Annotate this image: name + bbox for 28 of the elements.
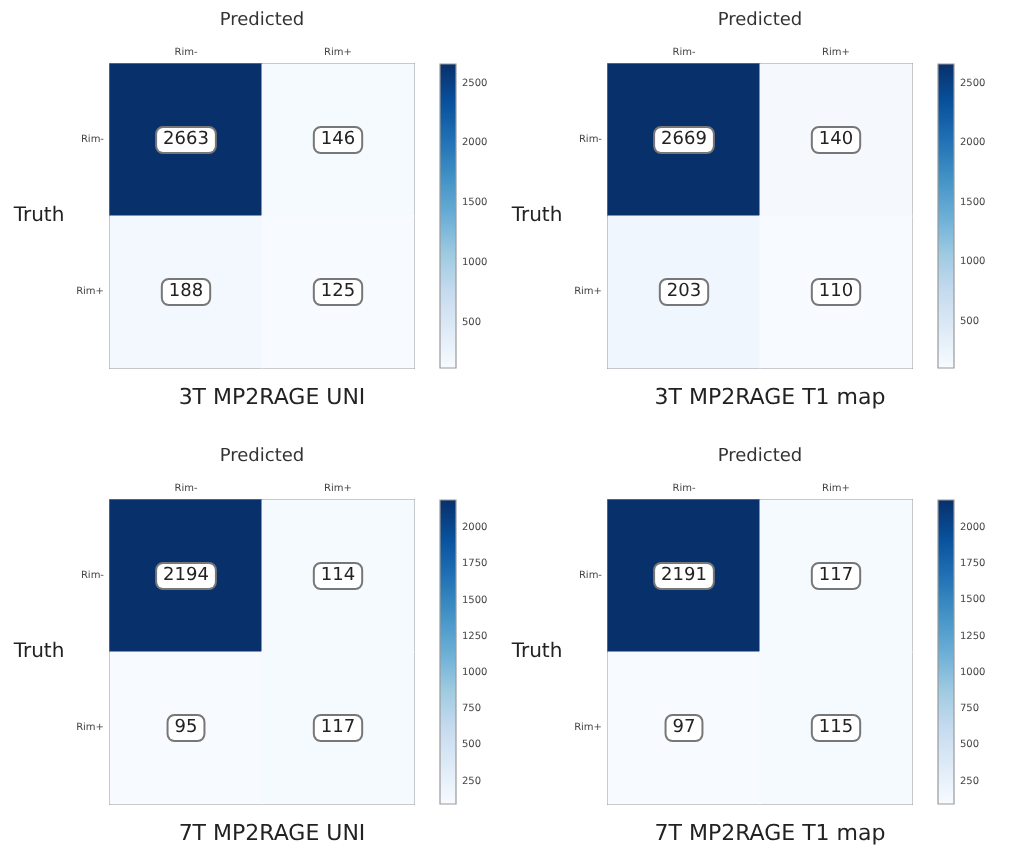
text: 3T MP2RAGE T1 map: [654, 384, 886, 410]
x-axis-title: Predicted: [717, 447, 803, 467]
y-axis-title: Truth: [509, 641, 563, 663]
data-label: 2194: [163, 566, 210, 586]
data-label: 203: [666, 282, 702, 302]
data-label: 125: [320, 282, 356, 302]
text: 7T MP2RAGE T1 map: [654, 820, 886, 846]
data-label: 2663: [163, 130, 209, 150]
data-label: 117: [320, 718, 356, 738]
y-axis-title: Truth: [11, 205, 65, 227]
data-label: 115: [818, 718, 854, 738]
x-axis-title: Predicted: [717, 11, 803, 31]
data-label: 97: [672, 718, 696, 738]
data-label: 140: [818, 130, 854, 150]
x-axis-title: Predicted: [219, 11, 305, 31]
text: 7T MP2RAGE UNI: [178, 820, 366, 846]
data-label: 2669: [661, 130, 708, 150]
text: 3T MP2RAGE UNI: [178, 384, 366, 410]
y-axis-title: Truth: [11, 641, 65, 663]
data-label: 2191: [661, 566, 707, 586]
y-axis-title: Truth: [509, 205, 563, 227]
x-axis-title: Predicted: [219, 447, 305, 467]
data-label: 117: [818, 566, 854, 586]
data-label: 188: [168, 282, 204, 302]
data-label: 114: [320, 566, 356, 586]
data-label: 110: [818, 282, 854, 302]
data-label: 95: [174, 718, 198, 738]
data-label: 146: [320, 130, 356, 150]
